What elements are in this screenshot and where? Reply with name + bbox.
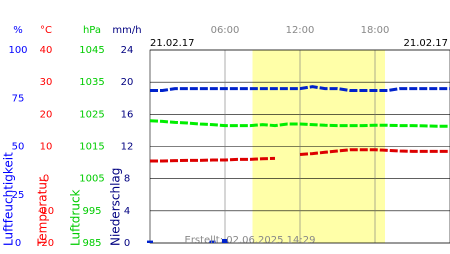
end-date: 21.02.17 xyxy=(403,38,448,49)
precip-bar xyxy=(222,238,228,243)
y-tick-label: 16 xyxy=(121,109,134,120)
y-tick-label: 0 xyxy=(15,238,21,249)
y-tick-label: -10 xyxy=(38,206,54,217)
y-tick-label: 0 xyxy=(124,238,130,249)
axis-unit: hPa xyxy=(83,25,101,36)
y-tick-label: 12 xyxy=(121,142,134,153)
precip-bar xyxy=(147,240,153,243)
axis-unit: % xyxy=(13,25,23,36)
x-tick-label: 06:00 xyxy=(211,25,240,36)
y-tick-label: 20 xyxy=(121,77,134,88)
created-note: Erstellt: 02.06.2025 14:29 xyxy=(185,235,316,246)
y-tick-label: 25 xyxy=(12,190,25,201)
y-tick-label: 50 xyxy=(12,142,25,153)
axis-label: Niederschlag xyxy=(109,168,123,246)
series-line xyxy=(150,85,450,93)
y-tick-label: 24 xyxy=(121,45,134,56)
axis-unit: mm/h xyxy=(112,25,141,36)
axis-label: Luftdruck xyxy=(69,189,83,246)
axis-unit: °C xyxy=(40,25,52,36)
y-tick-label: 1045 xyxy=(79,45,104,56)
precip-bar xyxy=(209,240,216,243)
axis-label: Temperatur xyxy=(36,177,50,247)
y-tick-label: 1025 xyxy=(79,109,104,120)
y-tick-label: 20 xyxy=(40,109,53,120)
y-tick-label: 1005 xyxy=(79,174,104,185)
axis-label: Luftfeuchtigkeit xyxy=(2,152,16,246)
y-tick-label: 100 xyxy=(8,45,27,56)
x-tick-label: 12:00 xyxy=(286,25,315,36)
y-tick-label: 4 xyxy=(124,206,130,217)
y-tick-label: 1035 xyxy=(79,77,104,88)
y-tick-label: 30 xyxy=(40,77,53,88)
y-tick-label: -20 xyxy=(38,238,54,249)
y-tick-label: 985 xyxy=(82,238,101,249)
y-tick-label: 40 xyxy=(40,45,53,56)
y-tick-label: 995 xyxy=(82,206,101,217)
y-tick-label: 0 xyxy=(43,174,49,185)
y-tick-label: 8 xyxy=(124,174,130,185)
y-tick-label: 10 xyxy=(40,142,53,153)
start-date: 21.02.17 xyxy=(150,38,195,49)
y-tick-label: 1015 xyxy=(79,142,104,153)
x-tick-label: 18:00 xyxy=(361,25,390,36)
plot-frame xyxy=(149,49,450,244)
series-line xyxy=(150,148,450,163)
y-tick-label: 75 xyxy=(12,93,25,104)
series-line xyxy=(149,119,450,128)
